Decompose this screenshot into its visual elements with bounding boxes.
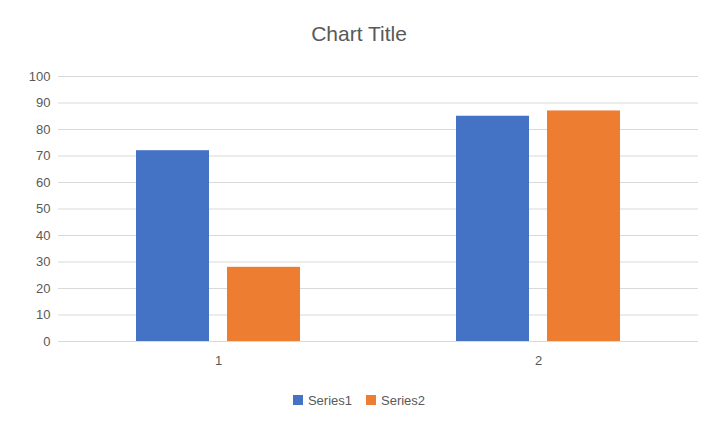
svg-text:50: 50	[36, 201, 50, 216]
svg-text:30: 30	[36, 254, 50, 269]
html-text:Chart Title: Chart Title	[311, 22, 407, 45]
svg-text:20: 20	[36, 281, 50, 296]
svg-text:0: 0	[43, 334, 50, 349]
svg-text:1: 1	[215, 353, 222, 368]
svg-text:90: 90	[36, 95, 50, 110]
svg-text:100: 100	[29, 69, 51, 84]
html-text:Series1: Series1	[307, 392, 352, 408]
html-text:Series2: Series2	[381, 392, 426, 408]
svg-text:40: 40	[36, 228, 50, 243]
svg-text:70: 70	[36, 148, 50, 163]
svg-text:80: 80	[36, 122, 50, 137]
svg-text:10: 10	[36, 307, 50, 322]
svg-text:60: 60	[36, 175, 50, 190]
svg-text:2: 2	[535, 353, 542, 368]
